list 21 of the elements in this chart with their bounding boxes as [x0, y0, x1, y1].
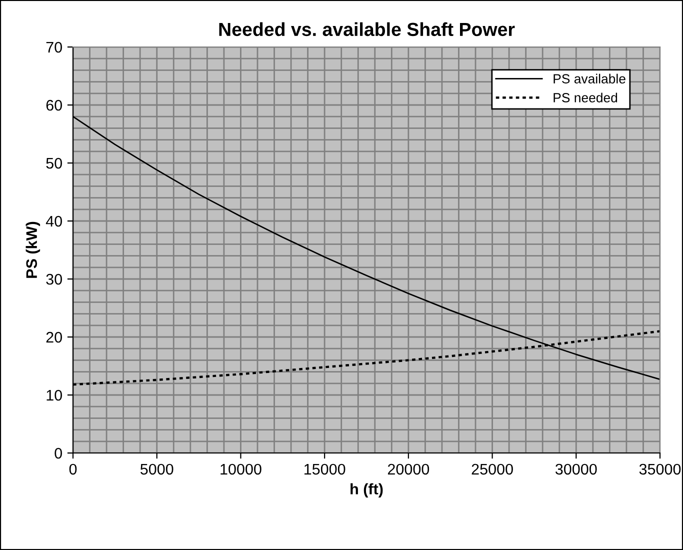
y-tick-label: 10 — [46, 390, 62, 401]
legend-label: PS available — [554, 74, 626, 84]
x-tick-label: 0 — [69, 464, 77, 475]
x-tick-label: 10000 — [220, 464, 262, 475]
y-tick-label: 0 — [54, 448, 62, 459]
x-tick-label: 25000 — [472, 464, 513, 475]
y-tick-label: 20 — [46, 332, 62, 343]
x-tick-label: 20000 — [388, 464, 430, 475]
y-tick-label: 60 — [46, 100, 62, 111]
y-tick-label: 40 — [46, 216, 62, 227]
y-axis-title: PS (kW) — [26, 222, 40, 278]
y-tick-label: 50 — [46, 158, 62, 169]
x-tick-label: 30000 — [555, 464, 597, 475]
legend-label: PS needed — [554, 92, 618, 102]
x-axis-title: h (ft) — [350, 483, 383, 498]
x-tick-label: 5000 — [140, 464, 174, 475]
x-tick-label: 35000 — [639, 464, 681, 475]
y-tick-label: 30 — [46, 274, 62, 285]
chart-title: Needed vs. available Shaft Power — [219, 22, 515, 36]
y-tick-label: 70 — [46, 42, 62, 53]
x-tick-label: 15000 — [304, 464, 346, 475]
